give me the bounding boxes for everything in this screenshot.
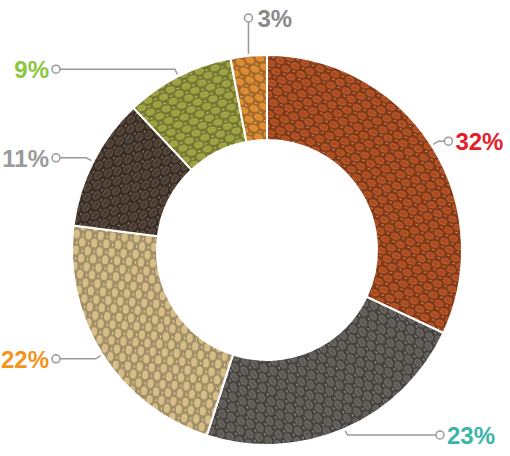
slice (72, 226, 233, 436)
chart: 32% 23% 22% 11% 9% 3% (0, 0, 510, 456)
leader-line (60, 69, 178, 74)
data-label: 23% (447, 422, 495, 449)
label-leader (52, 65, 178, 74)
data-label: 22% (1, 346, 49, 373)
leader-dot (52, 65, 60, 73)
label-leader (345, 431, 444, 439)
slices (72, 55, 462, 445)
leader-dot (52, 355, 60, 363)
data-label: 3% (257, 5, 292, 32)
leader-line (60, 158, 91, 161)
leader-line (248, 22, 250, 54)
slice (207, 297, 444, 445)
leader-dot (444, 137, 452, 145)
leader-line (433, 141, 444, 144)
data-label: 32% (455, 128, 503, 155)
slice (134, 58, 247, 169)
label-leader (244, 14, 252, 54)
data-label: 11% (2, 145, 49, 172)
label-leader (52, 355, 101, 363)
label-leader (433, 137, 452, 145)
data-label: 9% (14, 56, 49, 83)
label-leader (52, 154, 91, 162)
leader-line (60, 356, 101, 359)
leader-line (345, 431, 436, 435)
leader-dot (436, 431, 444, 439)
labels: 32% 23% 22% 11% 9% 3% (1, 5, 503, 449)
leader-dot (244, 14, 252, 22)
leader-dot (52, 154, 60, 162)
slice (230, 55, 267, 142)
slice (267, 55, 462, 333)
